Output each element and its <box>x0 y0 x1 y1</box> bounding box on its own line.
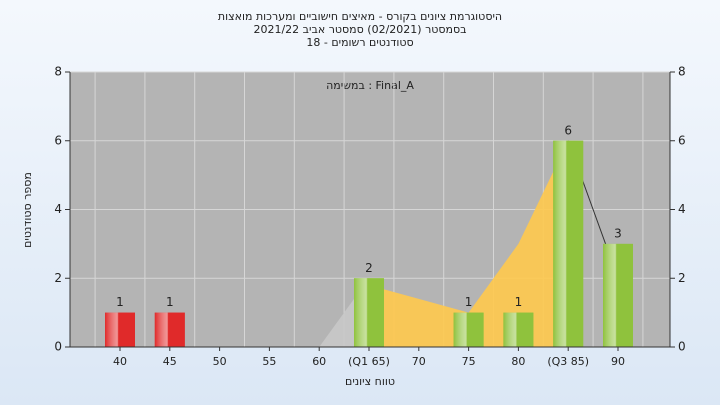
x-tick-label: 90 <box>611 355 625 368</box>
bar <box>105 312 135 347</box>
value-label: 1 <box>166 295 174 309</box>
x-tick-label: 75 <box>462 355 476 368</box>
bar <box>503 312 534 347</box>
bar <box>603 243 633 347</box>
x-tick-label: 60 <box>312 355 326 368</box>
y-tick-label: 2 <box>54 271 62 285</box>
chart-title: היסטוגרמת ציונים בקורס - מאיצים חישוביים… <box>218 10 502 23</box>
y-tick-label: 6 <box>54 133 62 147</box>
y2-tick-label: 2 <box>678 271 686 285</box>
chart-subtitle: סטודנטים רשומים - 18 <box>306 36 413 49</box>
x-tick-label: 45 <box>163 355 177 368</box>
y-tick-label: 8 <box>54 65 62 79</box>
annotation: במשימה : Final_A <box>326 79 414 92</box>
x-tick-label: 50 <box>213 355 227 368</box>
x-tick-label: 70 <box>412 355 426 368</box>
y-tick-label: 4 <box>54 202 62 216</box>
y-axis-label: מספר סטודנטים <box>21 172 34 248</box>
area <box>369 140 569 347</box>
value-label: 3 <box>614 226 622 240</box>
y2-tick-label: 0 <box>678 340 686 354</box>
y2-tick-label: 4 <box>678 202 686 216</box>
bar <box>354 278 384 347</box>
y-tick-label: 0 <box>54 340 62 354</box>
y2-tick-label: 6 <box>678 133 686 147</box>
value-label: 1 <box>116 295 124 309</box>
bar <box>553 140 584 347</box>
value-label: 1 <box>515 295 523 309</box>
bar <box>154 312 185 347</box>
x-tick-label: 80 <box>511 355 525 368</box>
x-tick-label: (Q3 85) <box>547 355 589 368</box>
value-label: 1 <box>465 295 473 309</box>
chart-subtitle: בסמסטר (02/2021) סמסטר אביב 2021/22 <box>253 23 466 36</box>
y2-tick-label: 8 <box>678 65 686 79</box>
value-label: 2 <box>365 261 373 275</box>
x-axis-label: טווח ציונים <box>345 375 395 388</box>
x-tick-label: 55 <box>262 355 276 368</box>
x-tick-label: (Q1 65) <box>348 355 390 368</box>
x-tick-label: 40 <box>113 355 127 368</box>
bar <box>453 312 484 347</box>
value-label: 6 <box>564 123 572 137</box>
